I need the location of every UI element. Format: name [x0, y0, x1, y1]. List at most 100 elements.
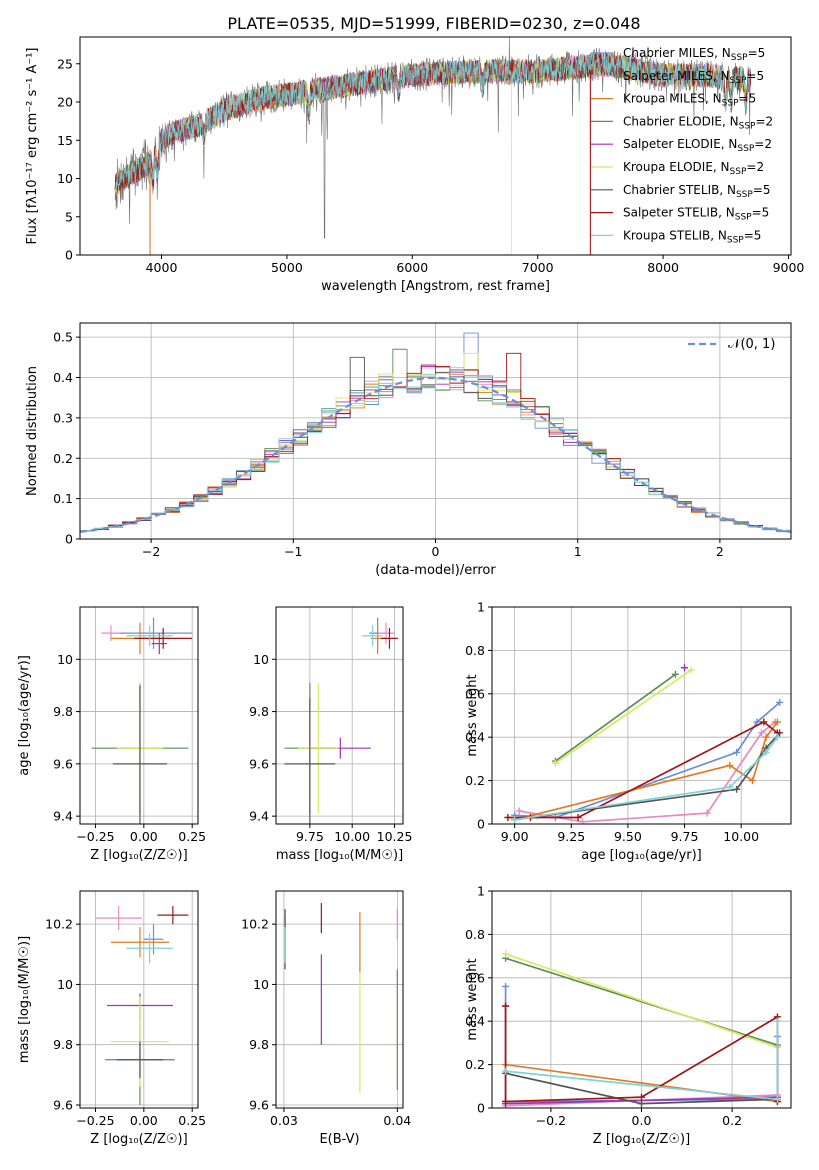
weight-marker [638, 1093, 645, 1101]
plot-area [95, 906, 189, 1105]
x-tick-label: −1 [284, 544, 302, 559]
gauss-legend-label: 𝒩(0, 1) [728, 337, 775, 352]
x-tick-label: 10.00 [723, 829, 759, 844]
weight-marker [726, 783, 734, 791]
weight-marker [687, 666, 695, 674]
weight-marker [762, 733, 770, 741]
y-tick-label: 0.4 [465, 730, 485, 745]
weight-marker [753, 718, 761, 726]
errorbar-point [380, 627, 398, 649]
weight-marker [758, 729, 766, 737]
x-tick-label: 9.25 [557, 829, 585, 844]
x-tick-label: 6000 [396, 260, 428, 275]
weight-marker [773, 733, 781, 741]
model-spectrum-8 [114, 52, 751, 191]
y-tick-label: 9.6 [53, 756, 73, 771]
axes-frame [79, 36, 792, 256]
weight-marker [762, 748, 770, 756]
weight-vs-metallicity-panel: −0.2 0.0 0.2 0 0.2 0.4 0.6 0.8 1 Z [log₁₀(Z/Z☉)] m… [465, 884, 792, 1147]
x-tick-label: 0.00 [130, 829, 158, 844]
x-tick-label: −0.25 [76, 829, 114, 844]
plot-area [284, 617, 398, 824]
errorbar-point [112, 685, 168, 824]
weight-marker [773, 718, 781, 726]
legend-label: Kroupa ELODIE, NSSP=2 [623, 160, 764, 177]
age-vs-mass-panel: 9.75 10.00 10.25 9.4 9.6 9.8 10 mass [log₁₀(M/M… [249, 606, 412, 863]
y-tick-label: 9.6 [249, 1097, 269, 1112]
weight-vs-metallicity-xlabel: Z [log₁₀(Z/Z☉)] [593, 1132, 690, 1147]
x-tick-label: 0.2 [722, 1113, 742, 1128]
errorbar-point [362, 625, 383, 647]
x-tick-label: 9.50 [614, 829, 642, 844]
spectrum-panel: 4000 5000 6000 7000 8000 9000 0 5 10 15 20 25 wavele… [25, 36, 804, 294]
weight-vs-age-panel: 9.00 9.25 9.50 9.75 10.00 0 0.2 0.4 0.6 0.8 1 age [… [465, 600, 792, 863]
errorbar-point [143, 924, 164, 955]
weight-marker [502, 1067, 510, 1075]
y-tick-label: 9.4 [53, 809, 73, 824]
y-tick-label: 10.2 [45, 917, 73, 932]
errorbar-point [151, 633, 168, 655]
legend-label: Salpeter STELIB, NSSP=5 [623, 206, 769, 223]
y-tick-label: 10 [253, 652, 269, 667]
plot-area [502, 950, 781, 1108]
weight-marker [760, 718, 768, 726]
weight-marker [502, 1002, 510, 1010]
x-tick-label: 9.75 [671, 829, 699, 844]
weight-marker [579, 818, 587, 824]
errorbar-point [95, 906, 142, 931]
weight-series-5 [505, 953, 778, 1049]
x-tick-label: −0.2 [536, 1113, 566, 1128]
y-tick-label: 0 [477, 1101, 485, 1116]
x-tick-label: 10.00 [334, 829, 370, 844]
legend-label: Chabrier ELODIE, NSSP=2 [623, 114, 773, 131]
age-vs-metallicity-panel: −0.25 0.00 0.25 9.4 9.6 9.8 10 Z [log₁₀(Z/Z☉)] a… [17, 606, 206, 863]
y-tick-label: 0.6 [465, 686, 485, 701]
errorbar-point [157, 906, 189, 925]
y-tick-label: 0.2 [53, 451, 73, 466]
y-tick-label: 0.3 [53, 410, 73, 425]
weight-marker [502, 950, 510, 958]
weight-marker [504, 813, 512, 821]
y-tick-label: 0.4 [465, 1014, 485, 1029]
age-vs-mass-xlabel: mass [log₁₀(M/M☉)] [276, 848, 403, 863]
axes-frame [79, 890, 199, 1109]
y-tick-label: 0.1 [53, 491, 73, 506]
y-tick-label: 0.8 [465, 927, 485, 942]
x-tick-label: 0.25 [178, 1113, 206, 1128]
axes-frame [275, 606, 404, 825]
x-tick-label: 1 [574, 544, 582, 559]
mass-vs-metallicity-xlabel: Z [log₁₀(Z/Z☉)] [90, 1132, 187, 1147]
weight-marker [703, 809, 711, 817]
x-tick-label: 9.00 [501, 829, 529, 844]
plot-area [91, 617, 193, 824]
residuals-panel: −2 −1 0 1 2 0 0.1 0.2 0.3 0.4 0.5 (data-model)/erro… [25, 322, 792, 578]
weight-marker [551, 759, 559, 767]
legend-label: Salpeter MILES, NSSP=5 [623, 69, 764, 86]
y-tick-label: 1 [477, 884, 485, 899]
legend-label: Salpeter ELODIE, NSSP=2 [623, 137, 772, 154]
plot-area [504, 664, 784, 824]
weight-marker [515, 807, 523, 815]
y-tick-label: 10 [57, 171, 73, 186]
y-tick-label: 0 [65, 532, 73, 547]
weight-marker [502, 982, 510, 990]
normal-distribution-curve [80, 376, 791, 534]
y-tick-label: 25 [57, 56, 73, 71]
y-tick-label: 9.6 [249, 756, 269, 771]
y-tick-label: 10 [57, 652, 73, 667]
y-tick-label: 20 [57, 95, 73, 110]
legend-label: Chabrier MILES, NSSP=5 [623, 46, 765, 63]
legend-label: Kroupa STELIB, NSSP=5 [623, 228, 761, 245]
y-tick-label: 10 [57, 977, 73, 992]
y-tick-label: 5 [65, 209, 73, 224]
axes-frame [491, 606, 792, 825]
x-tick-label: 0.0 [632, 1113, 652, 1128]
weight-series-3 [505, 957, 778, 1046]
weight-series-5 [554, 669, 692, 764]
figure-title: PLATE=0535, MJD=51999, FIBERID=0230, z=0… [227, 14, 640, 33]
y-tick-label: 10.2 [241, 917, 269, 932]
errorbar-point [126, 933, 173, 964]
errorbar-point [134, 627, 193, 649]
spectrum-xlabel: wavelength [Angstrom, rest frame] [321, 279, 550, 294]
